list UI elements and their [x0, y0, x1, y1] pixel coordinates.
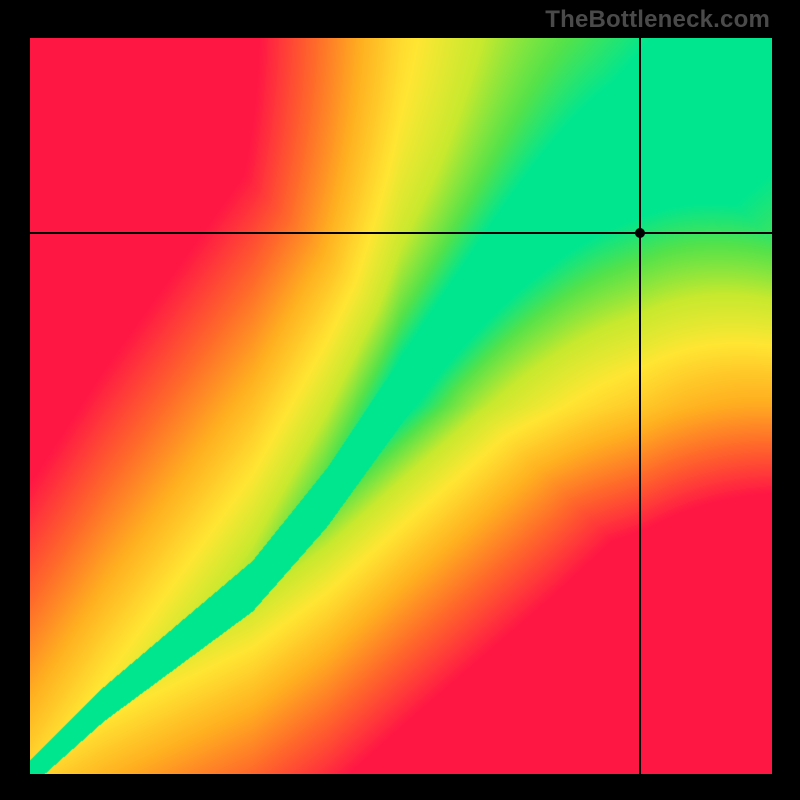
- crosshair-horizontal: [30, 232, 772, 234]
- heatmap-canvas: [30, 38, 772, 774]
- chart-frame: TheBottleneck.com: [0, 0, 800, 800]
- crosshair-vertical: [639, 38, 641, 774]
- watermark-text: TheBottleneck.com: [545, 6, 770, 34]
- crosshair-dot: [635, 228, 645, 238]
- heatmap-plot: [30, 38, 772, 774]
